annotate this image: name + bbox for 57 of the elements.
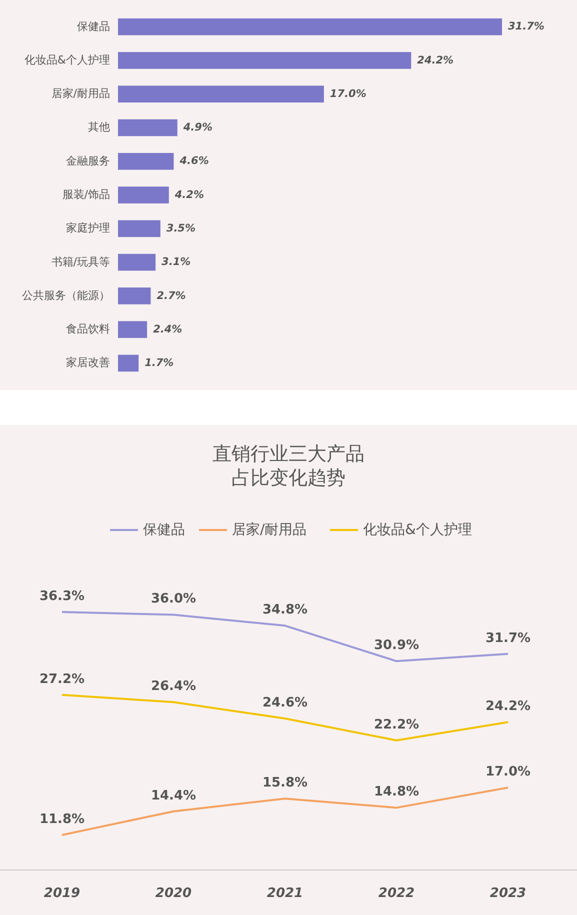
data-label: 4.2% [174,188,204,201]
data-label: 11.8% [39,812,85,827]
y-tick-label: 居家/耐用品 [51,87,110,100]
data-label: 15.8% [262,776,308,791]
data-label: 27.2% [39,672,85,687]
x-tick-label: 2022 [378,886,415,901]
y-tick-label: 公共服务（能源） [22,288,110,302]
bar [118,354,139,372]
y-tick-label: 其他 [88,120,110,134]
bar [118,119,178,136]
data-label: 17.0% [330,88,366,100]
legend-label: 化妆品&个人护理 [363,522,472,538]
data-label: 4.6% [178,155,209,168]
legend-label: 保健品 [143,522,185,538]
y-tick-label: 家居改善 [66,356,110,370]
x-tick-label: 2020 [155,886,192,901]
bar [118,186,169,204]
data-label: 30.9% [374,638,420,654]
x-tick-label: 2019 [44,886,80,901]
y-tick-label: 保健品 [77,20,110,33]
bar [118,321,148,338]
bar [118,220,160,238]
data-label: 2.7% [156,290,186,302]
data-label: 14.8% [374,784,420,800]
y-tick-label: 服装/饰品 [62,188,110,202]
y-tick-label: 食品饮料 [66,322,110,336]
data-label: 4.9% [182,122,212,134]
bar [118,18,502,36]
data-label: 31.7% [508,20,544,33]
bar [118,86,324,102]
data-label: 36.3% [39,589,85,604]
bar [118,152,174,170]
x-tick-label: 2021 [266,886,304,901]
chart-title: 直销行业三大产品占比变化趋势 [212,443,364,489]
data-label: 17.0% [485,764,531,780]
data-label: 31.7% [485,630,531,646]
data-label: 36.0% [150,592,196,607]
bar [118,254,156,271]
data-label: 14.4% [150,788,196,804]
data-label: 24.2% [417,54,454,66]
data-label: 26.4% [150,679,196,694]
bar [118,52,412,69]
data-label: 2.4% [153,323,182,336]
data-label: 1.7% [144,357,174,370]
data-label: 22.2% [374,717,420,732]
data-label: 34.8% [262,602,308,618]
y-tick-label: 书籍/玩具等 [51,255,110,268]
data-label: 3.1% [162,256,191,268]
y-tick-label: 化妆品&个人护理 [24,53,110,66]
y-tick-label: 金融服务 [66,154,110,168]
data-label: 3.5% [166,222,196,235]
data-label: 24.2% [485,699,531,714]
bar [118,288,151,304]
legend-label: 居家/耐用品 [232,522,307,538]
data-label: 24.6% [262,695,308,710]
y-tick-label: 家庭护理 [66,222,110,235]
x-tick-label: 2023 [490,886,526,901]
